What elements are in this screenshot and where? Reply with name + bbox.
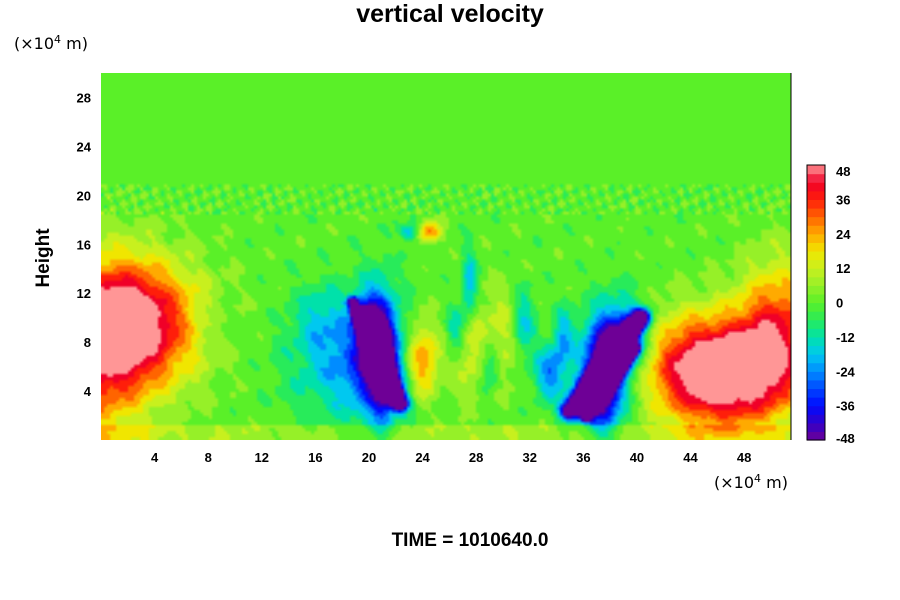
colorbar-swatch	[807, 165, 825, 175]
colorbar-swatch	[807, 293, 825, 304]
colorbar-swatch	[807, 336, 825, 347]
colorbar-swatch	[807, 242, 825, 252]
colorbar-swatch	[807, 319, 825, 329]
colorbar-swatch	[807, 302, 825, 312]
colorbar-label: 12	[836, 261, 850, 276]
colorbar-label: 0	[836, 296, 843, 311]
x-tick-label: 12	[255, 450, 269, 465]
colorbar-swatch	[807, 405, 825, 415]
colorbar-swatch	[807, 285, 825, 295]
colorbar-label: -36	[836, 399, 855, 414]
x-tick-label: 28	[469, 450, 483, 465]
chart-title: vertical velocity	[356, 0, 544, 28]
colorbar-label: -48	[836, 431, 855, 446]
y-tick-label: 24	[77, 139, 92, 154]
time-label: TIME = 1010640.0	[391, 530, 549, 551]
y-tick-label: 8	[84, 335, 91, 350]
x-tick-label: 16	[308, 450, 322, 465]
x-axis-tick-labels: 4 8 12 16 20 24 28 32 36 40 44 48	[151, 450, 751, 465]
x-tick-label: 24	[415, 450, 430, 465]
colorbar-swatch	[807, 388, 825, 398]
colorbar-frame	[806, 164, 826, 441]
colorbar-swatch	[807, 250, 825, 261]
y-axis-label: Height	[33, 228, 54, 288]
x-tick-label: 8	[205, 450, 212, 465]
x-tick-label: 4	[151, 450, 159, 465]
x-tick-label: 40	[630, 450, 644, 465]
x-tick-label: 20	[362, 450, 376, 465]
y-tick-label: 16	[77, 237, 91, 252]
x-tick-label: 36	[576, 450, 590, 465]
colorbar-swatch	[807, 207, 825, 218]
colorbar-swatch	[807, 371, 825, 381]
colorbar-swatch	[807, 216, 825, 226]
y-axis-unit: (×104 m)	[14, 33, 88, 53]
colorbar-swatch	[807, 397, 825, 407]
y-axis-tick-labels: 4 8 12 16 20 24 28	[77, 90, 92, 399]
colorbar-swatch	[807, 379, 825, 390]
colorbar-swatch	[807, 173, 825, 183]
colorbar-swatch	[807, 354, 825, 364]
colorbar-swatch	[807, 259, 825, 269]
y-tick-label: 12	[77, 286, 91, 301]
colorbar-swatch	[807, 422, 825, 433]
y-tick-label: 28	[77, 90, 91, 105]
colorbar-swatch	[807, 345, 825, 355]
x-tick-label: 32	[523, 450, 537, 465]
colorbar-swatch	[807, 190, 825, 200]
colorbar-swatch	[807, 225, 825, 235]
colorbar-swatch	[807, 431, 825, 441]
colorbar-swatch	[807, 328, 825, 338]
colorbar-label: -24	[836, 364, 856, 379]
colorbar-swatch	[807, 311, 825, 321]
x-tick-label: 44	[683, 450, 698, 465]
colorbar-swatch	[807, 233, 825, 243]
colorbar-swatch	[807, 414, 825, 424]
y-tick-label: 4	[84, 384, 92, 399]
colorbar: 48 36 24 12 0 -12 -24 -36 -48	[806, 164, 856, 446]
heatmap-field	[101, 73, 791, 440]
colorbar-swatch	[807, 268, 825, 278]
y-tick-label: 20	[77, 188, 91, 203]
colorbar-swatch	[807, 182, 825, 192]
colorbar-swatch	[807, 362, 825, 372]
x-axis-unit: (×104 m)	[714, 472, 788, 492]
colorbar-label: 24	[836, 227, 851, 242]
x-tick-label: 48	[737, 450, 751, 465]
colorbar-label: 36	[836, 192, 850, 207]
colorbar-swatch	[807, 276, 825, 286]
colorbar-swatch	[807, 199, 825, 209]
colorbar-label: -12	[836, 330, 855, 345]
colorbar-label: 48	[836, 164, 850, 179]
